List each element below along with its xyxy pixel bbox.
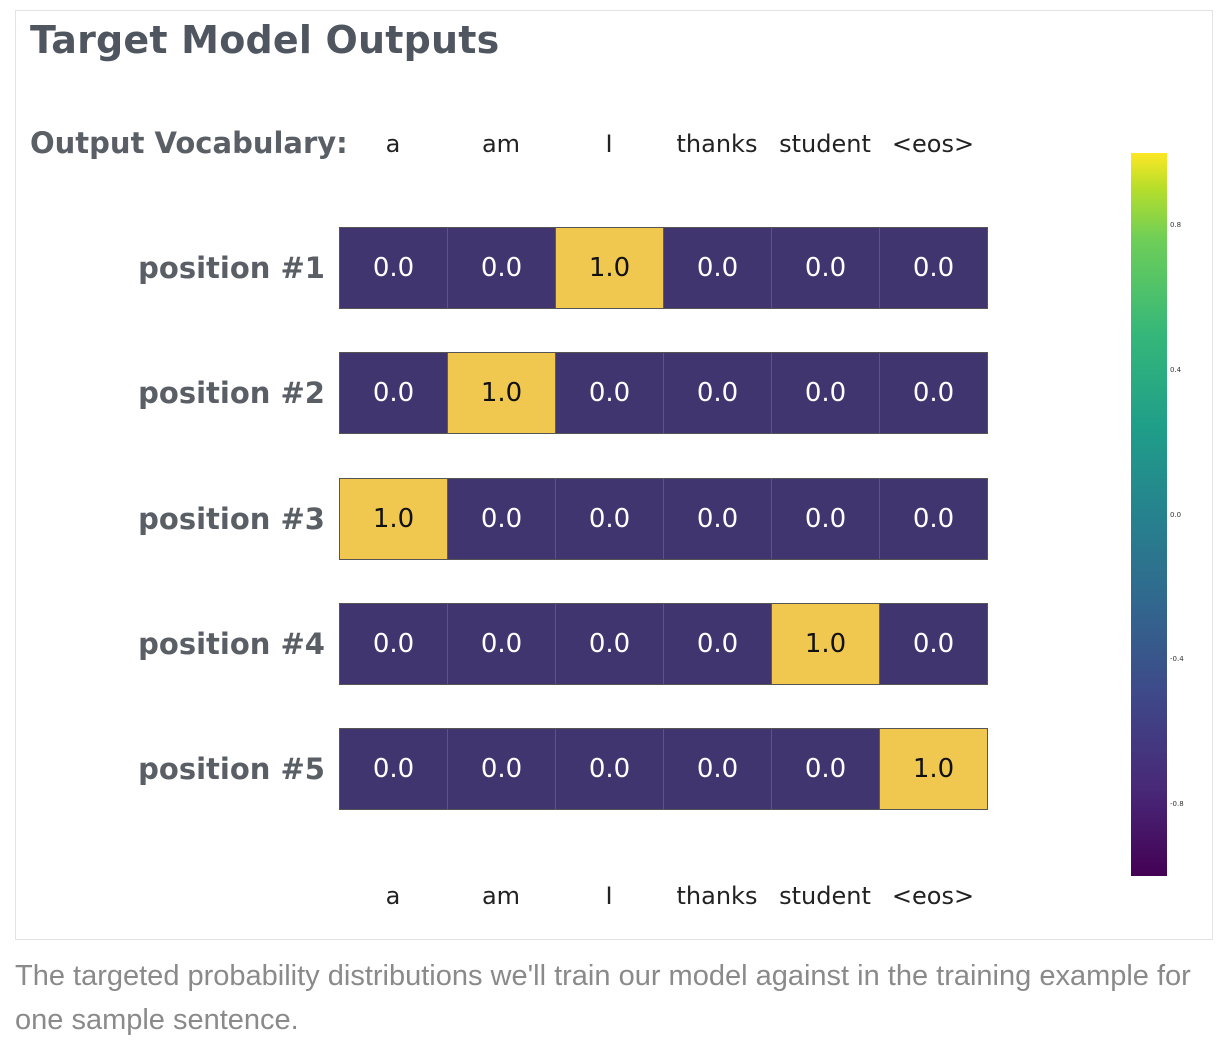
- heatmap-cell: 0.0: [556, 729, 664, 809]
- top-column-label: thanks: [676, 130, 758, 158]
- figure-caption: The targeted probability distributions w…: [15, 960, 1191, 1036]
- colorbar-gradient: [1131, 153, 1167, 876]
- heatmap-row: 1.0 0.0 0.0 0.0 0.0 0.0: [339, 478, 988, 560]
- heatmap-cell: 0.0: [448, 228, 556, 308]
- vocab-label: Output Vocabulary:: [30, 126, 348, 160]
- heatmap-cell: 0.0: [556, 353, 664, 433]
- row-label: position #1: [138, 251, 325, 285]
- heatmap-cell: 0.0: [772, 729, 880, 809]
- heatmap-cell: 1.0: [880, 729, 987, 809]
- bottom-column-label: student: [779, 882, 871, 910]
- heatmap-cell: 0.0: [880, 228, 987, 308]
- heatmap-cell: 0.0: [664, 228, 772, 308]
- top-column-label: student: [779, 130, 871, 158]
- heatmap-cell: 0.0: [772, 228, 880, 308]
- heatmap-cell: 0.0: [556, 604, 664, 684]
- heatmap-cell: 0.0: [448, 729, 556, 809]
- top-column-label: I: [605, 130, 613, 158]
- heatmap-cell: 0.0: [340, 604, 448, 684]
- heatmap-cell: 0.0: [880, 353, 987, 433]
- heatmap-row: 0.0 1.0 0.0 0.0 0.0 0.0: [339, 352, 988, 434]
- heatmap-row: 0.0 0.0 0.0 0.0 0.0 1.0: [339, 728, 988, 810]
- heatmap-row: 0.0 0.0 0.0 0.0 1.0 0.0: [339, 603, 988, 685]
- heatmap-cell: 0.0: [340, 353, 448, 433]
- heatmap-cell: 0.0: [556, 479, 664, 559]
- bottom-column-label: thanks: [676, 882, 758, 910]
- top-column-label: <eos>: [891, 130, 975, 158]
- heatmap-cell: 0.0: [340, 228, 448, 308]
- heatmap-cell: 0.0: [448, 604, 556, 684]
- heatmap-cell: 0.0: [664, 729, 772, 809]
- chart-title: Target Model Outputs: [30, 18, 500, 62]
- colorbar-tick-label: 0.0: [1170, 510, 1182, 519]
- colorbar-tick-label: -0.8: [1170, 799, 1184, 808]
- bottom-column-label: <eos>: [891, 882, 975, 910]
- row-label: position #3: [138, 502, 325, 536]
- heatmap-cell: 0.0: [340, 729, 448, 809]
- bottom-column-label: I: [605, 882, 613, 910]
- colorbar: [1131, 153, 1167, 876]
- colorbar-tick-label: 0.8: [1170, 221, 1182, 230]
- heatmap-row: 0.0 0.0 1.0 0.0 0.0 0.0: [339, 227, 988, 309]
- bottom-column-label: a: [385, 882, 401, 910]
- row-label: position #5: [138, 752, 325, 786]
- heatmap-cell: 0.0: [880, 604, 987, 684]
- top-column-label: am: [481, 130, 521, 158]
- row-label: position #2: [138, 376, 325, 410]
- heatmap-cell: 0.0: [664, 479, 772, 559]
- heatmap-cell: 0.0: [448, 479, 556, 559]
- colorbar-tick-label: 0.4: [1170, 365, 1182, 374]
- bottom-column-label: am: [481, 882, 521, 910]
- heatmap-cell: 0.0: [772, 479, 880, 559]
- heatmap-cell: 0.0: [664, 353, 772, 433]
- heatmap-cell: 1.0: [556, 228, 664, 308]
- heatmap-cell: 0.0: [880, 479, 987, 559]
- heatmap-cell: 0.0: [772, 353, 880, 433]
- heatmap-cell: 1.0: [772, 604, 880, 684]
- top-column-label: a: [385, 130, 401, 158]
- heatmap-cell: 0.0: [664, 604, 772, 684]
- heatmap-cell: 1.0: [340, 479, 448, 559]
- heatmap-cell: 1.0: [448, 353, 556, 433]
- colorbar-tick-label: -0.4: [1170, 655, 1184, 664]
- row-label: position #4: [138, 627, 325, 661]
